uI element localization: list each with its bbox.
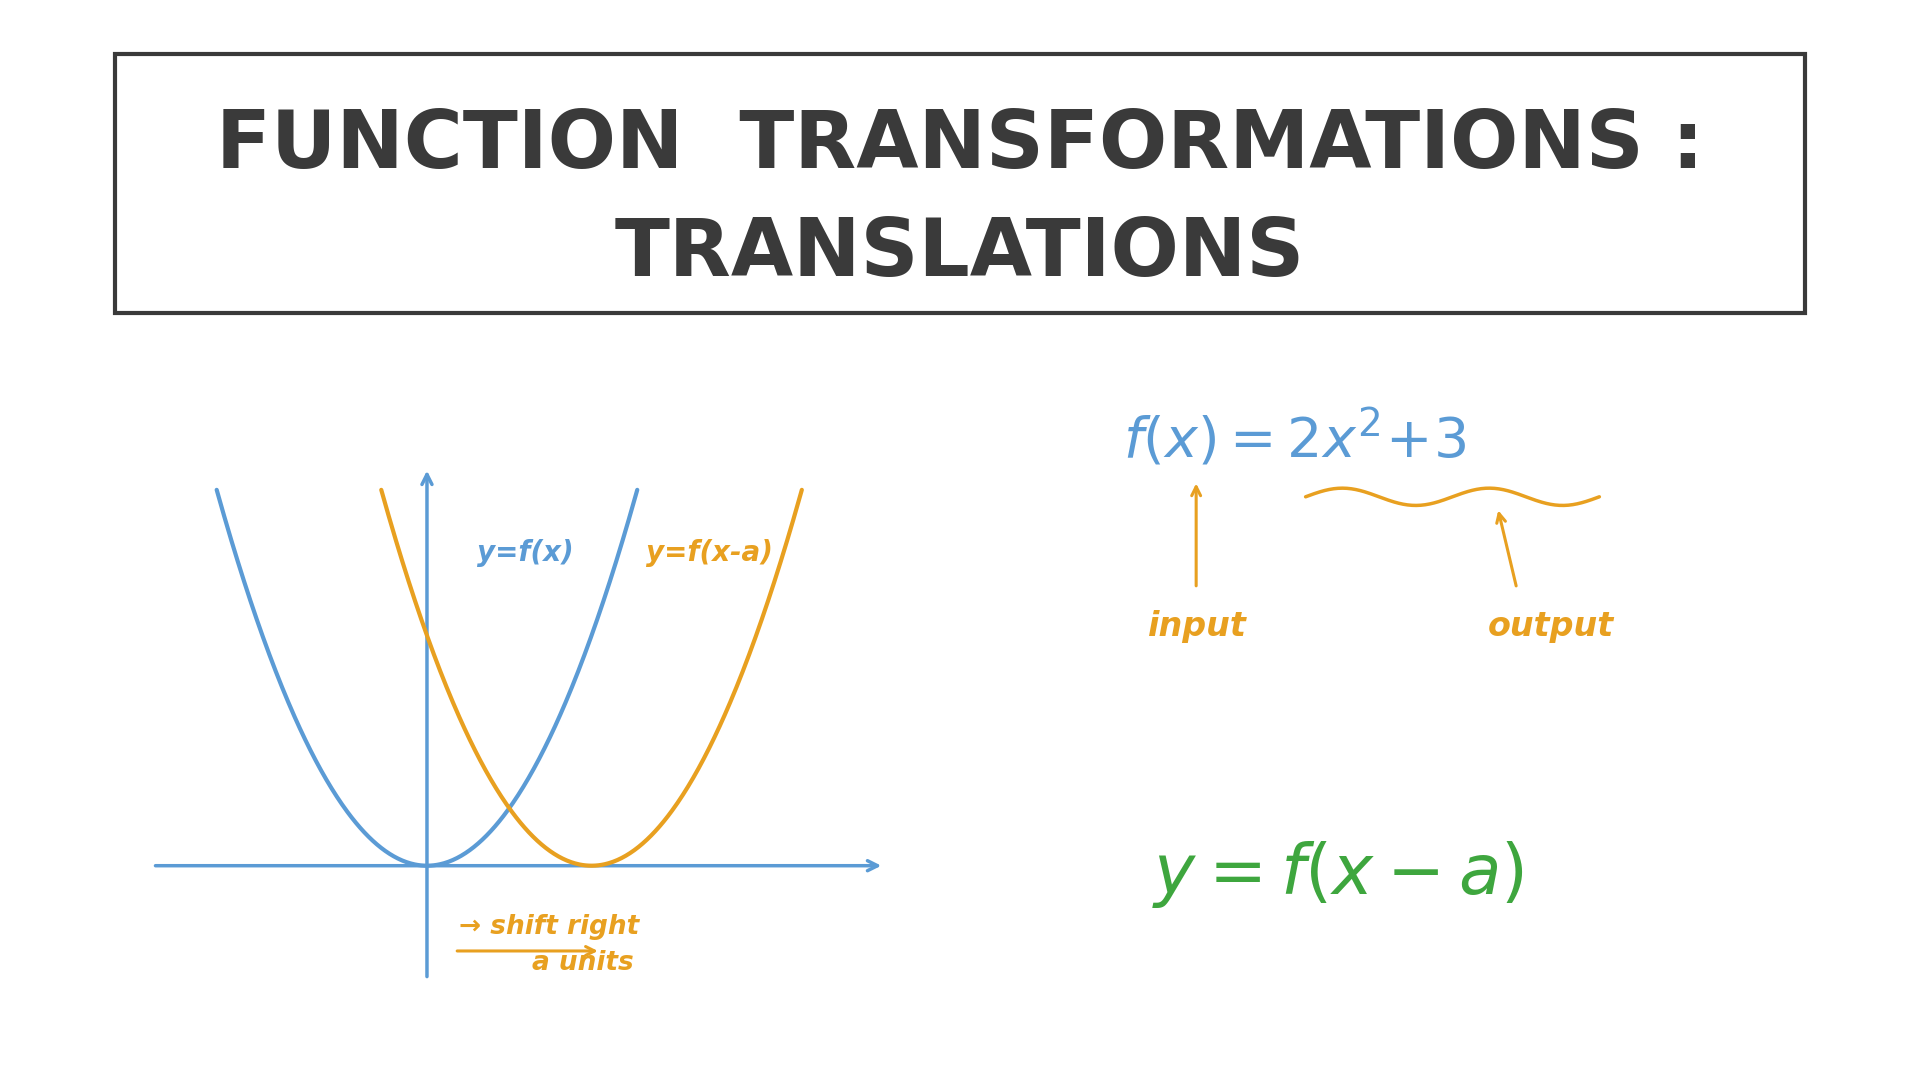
Text: y=f(x-a): y=f(x-a): [647, 539, 774, 567]
Text: $y=f(x-a)$: $y=f(x-a)$: [1152, 839, 1524, 910]
Text: $f(x)=2x^2\!+\!3$: $f(x)=2x^2\!+\!3$: [1123, 406, 1467, 469]
Text: → shift right: → shift right: [459, 915, 639, 941]
Text: a units: a units: [532, 949, 634, 976]
FancyBboxPatch shape: [115, 54, 1805, 313]
Text: FUNCTION  TRANSFORMATIONS :: FUNCTION TRANSFORMATIONS :: [215, 107, 1705, 185]
Text: input: input: [1148, 610, 1246, 644]
Text: TRANSLATIONS: TRANSLATIONS: [614, 215, 1306, 293]
Text: y=f(x): y=f(x): [478, 539, 574, 567]
Text: output: output: [1488, 610, 1615, 644]
